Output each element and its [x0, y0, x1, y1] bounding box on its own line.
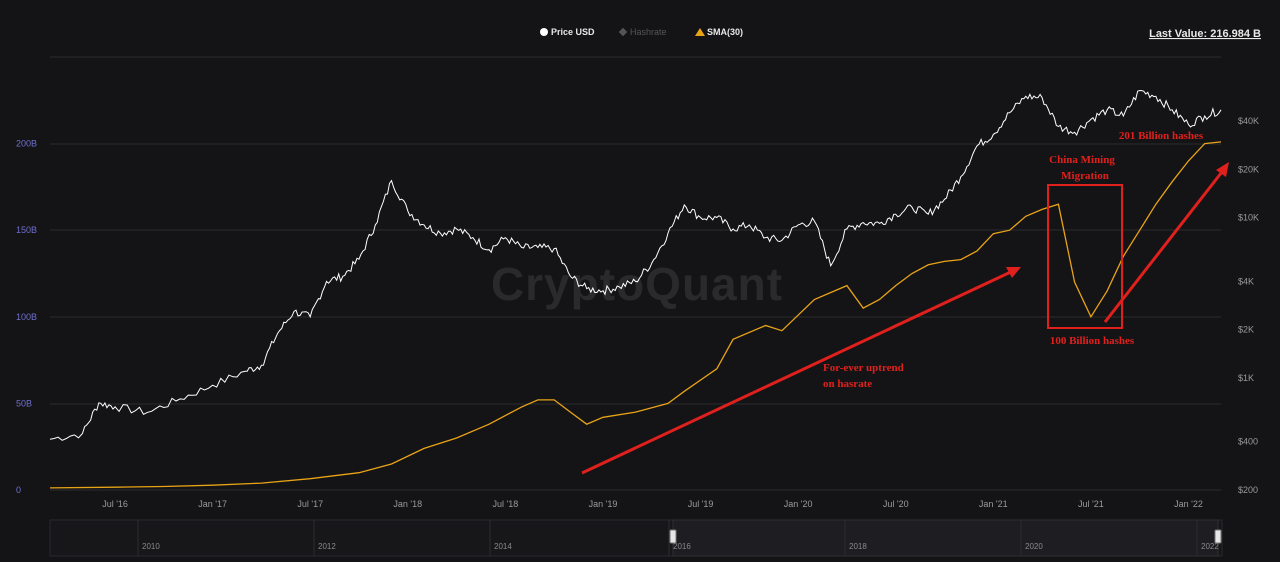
left-axis: 0 50B 100B 150B 200B [16, 139, 37, 495]
navigator-left-handle[interactable] [669, 529, 677, 544]
uptrend-arrow-head [1006, 267, 1021, 278]
grid [50, 56, 1221, 491]
price-legend-icon [540, 28, 548, 36]
x-axis-tick: Jul '19 [688, 499, 714, 509]
navigator-year-label: 2014 [494, 542, 512, 551]
sma-legend-icon [695, 28, 705, 36]
right-axis-tick: $1K [1238, 373, 1254, 383]
navigator-year-label: 2022 [1201, 542, 1219, 551]
right-axis-tick: $200 [1238, 485, 1258, 495]
low-hashrate-annotation: 100 Billion hashes [1050, 335, 1135, 347]
navigator-year-label: 2012 [318, 542, 336, 551]
china-migration-box [1047, 184, 1123, 329]
uptrend-annotation-line2: on hasrate [823, 378, 872, 390]
price-usd-series-line [49, 89, 1222, 441]
legend-sma-label[interactable]: SMA(30) [707, 27, 743, 37]
x-axis-tick: Jul '17 [297, 499, 323, 509]
navigator-selected-range[interactable] [672, 519, 1219, 557]
left-axis-tick: 150B [16, 225, 37, 235]
right-axis-tick: $10K [1238, 213, 1259, 223]
x-axis-tick: Jan '17 [198, 499, 227, 509]
x-axis-tick: Jul '18 [493, 499, 519, 509]
x-axis-tick: Jan '19 [589, 499, 618, 509]
x-axis-tick: Jan '21 [979, 499, 1008, 509]
right-axis-tick: $4K [1238, 276, 1254, 286]
recovery-arrow-head [1216, 162, 1229, 177]
navigator-right-handle[interactable] [1214, 529, 1222, 544]
left-axis-tick: 0 [16, 485, 21, 495]
right-axis-tick: $20K [1238, 164, 1259, 174]
legend-price-label[interactable]: Price USD [551, 27, 595, 37]
navigator-year-label: 2010 [142, 542, 160, 551]
navigator-year-label: 2018 [849, 542, 867, 551]
last-value-readout: Last Value: 216.984 B [1149, 28, 1261, 40]
x-axis-tick: Jan '22 [1174, 499, 1203, 509]
right-axis-tick: $400 [1238, 437, 1258, 447]
x-axis-tick: Jul '21 [1078, 499, 1104, 509]
left-axis-tick: 200B [16, 139, 37, 149]
left-axis-tick: 50B [16, 398, 32, 408]
uptrend-annotation-line1: For-ever uptrend [823, 362, 904, 374]
right-axis: $200 $400 $1K $2K $4K $10K $20K $40K [1238, 116, 1259, 495]
navigator-years: 2010 2012 2014 2016 2018 2020 2022 [137, 520, 1219, 556]
range-navigator[interactable]: 2010 2012 2014 2016 2018 2020 2022 [49, 519, 1223, 557]
uptrend-arrow [581, 268, 1016, 475]
right-axis-tick: $40K [1238, 116, 1259, 126]
watermark: CryptoQuant [491, 258, 783, 310]
x-axis-tick: Jul '20 [883, 499, 909, 509]
annotations: For-ever uptrend on hasrate China Mining… [581, 130, 1229, 475]
hashrate-legend-icon [618, 27, 628, 37]
navigator-year-label: 2016 [673, 542, 691, 551]
sma30-series-line [49, 141, 1222, 489]
left-axis-tick: 100B [16, 312, 37, 322]
legend[interactable]: Price USD Hashrate SMA(30) [540, 27, 743, 37]
legend-hashrate-label[interactable]: Hashrate [630, 27, 667, 37]
high-hashrate-annotation: 201 Billion hashes [1119, 130, 1204, 142]
x-axis-tick: Jul '16 [102, 499, 128, 509]
x-axis-tick: Jan '20 [784, 499, 813, 509]
x-axis-tick: Jan '18 [393, 499, 422, 509]
x-axis: Jul '16 Jan '17 Jul '17 Jan '18 Jul '18 Jan '… [102, 499, 1203, 509]
china-annotation-line1: China Mining [1049, 154, 1115, 166]
recovery-arrow [1103, 167, 1227, 323]
navigator-year-label: 2020 [1025, 542, 1043, 551]
china-annotation-line2: Migration [1061, 170, 1109, 182]
right-axis-tick: $2K [1238, 325, 1254, 335]
